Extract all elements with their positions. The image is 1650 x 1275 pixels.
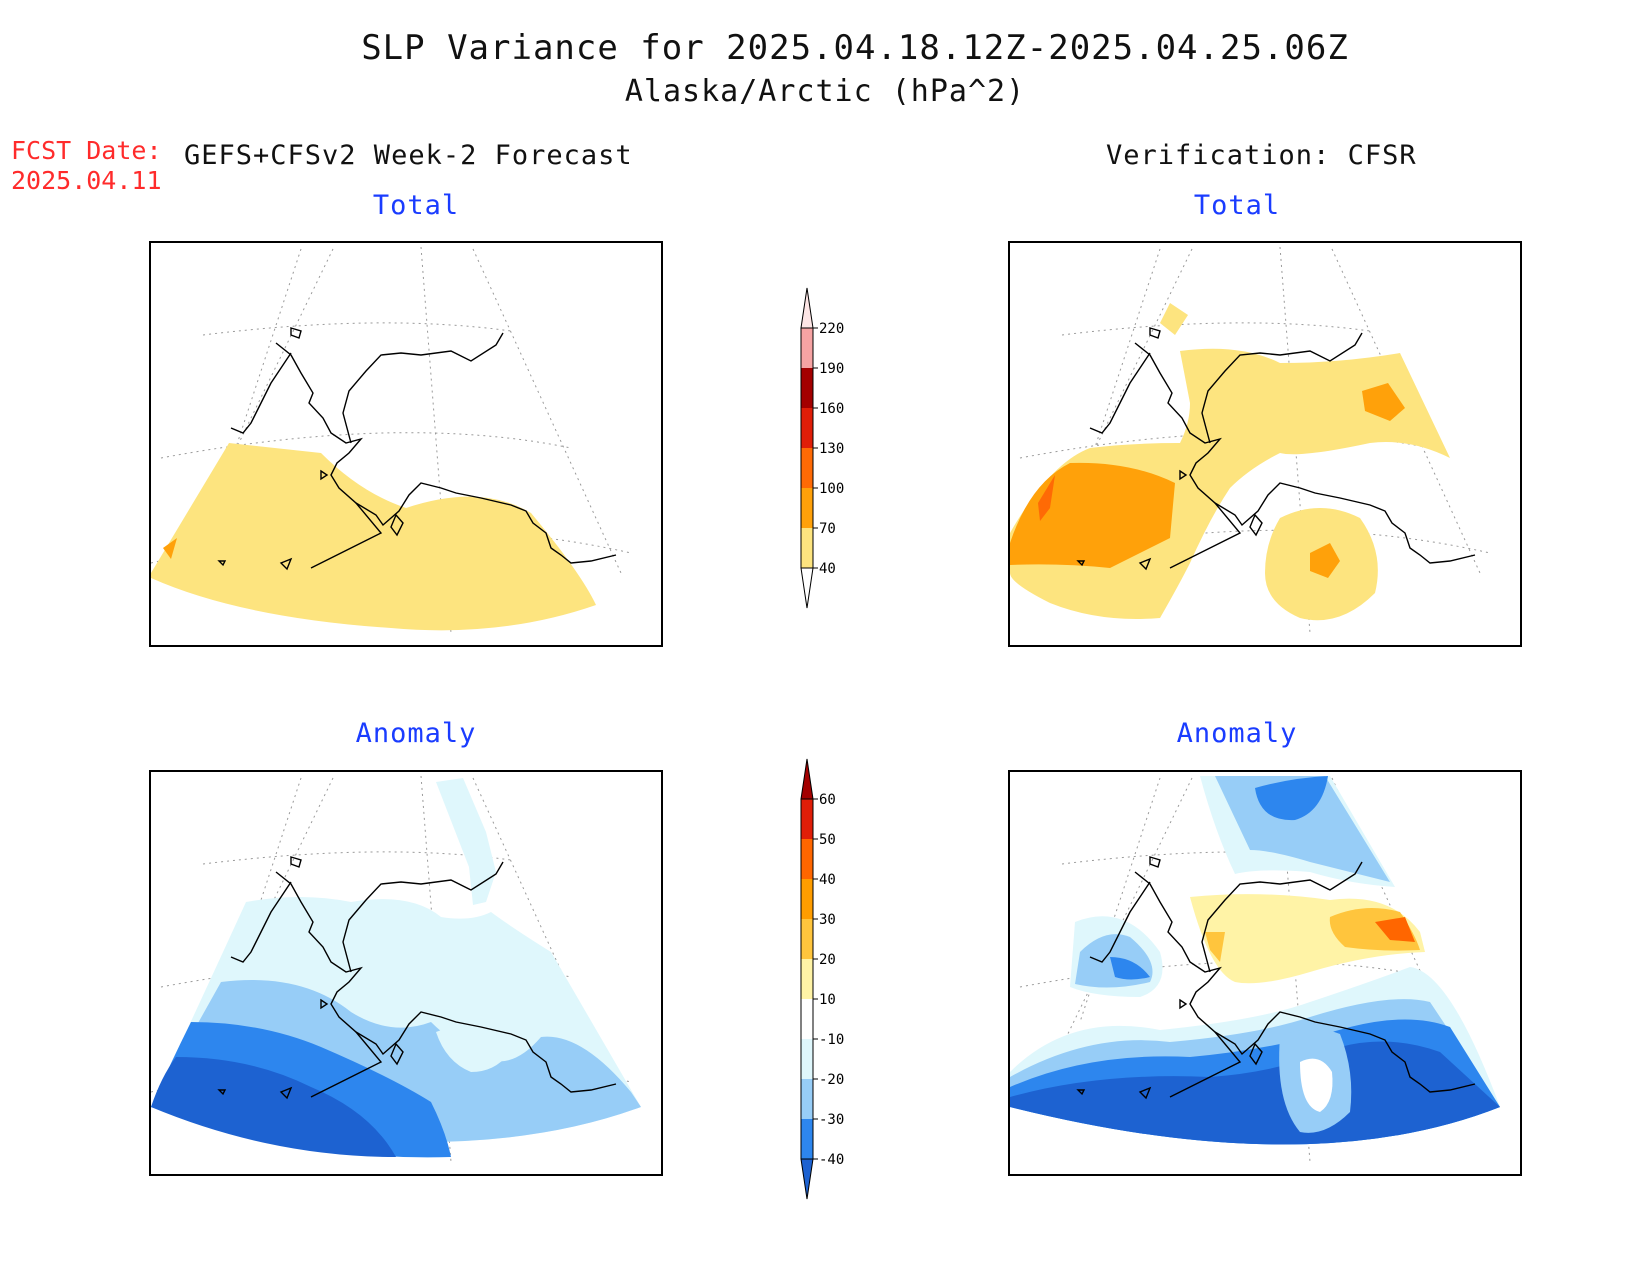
coastline — [217, 856, 617, 1100]
colorbar-tick-label: 10 — [819, 992, 836, 1008]
colorbar-tick-label: 220 — [819, 321, 844, 337]
orange-variance-south — [1310, 543, 1340, 578]
verification-total-title: Total — [1193, 190, 1281, 221]
colorbar-bin — [801, 839, 813, 879]
forecast-date-value: 2025.04.11 — [11, 166, 162, 195]
total-colorbar: 40 70 100 130 160 190 220 — [800, 287, 844, 609]
colorbar-bin — [801, 799, 813, 839]
orange-spot — [163, 538, 177, 559]
colorbar-bin — [801, 999, 813, 1039]
forecast-total-map — [149, 241, 663, 647]
coastline — [217, 327, 617, 571]
mid-blue-north — [1215, 776, 1390, 882]
light-blue-pocket — [436, 1026, 516, 1072]
dark-blue-south — [1010, 1041, 1500, 1145]
colorbar-bin — [801, 959, 813, 999]
colorbar-tick-label: 70 — [819, 521, 836, 537]
verification-heading: Verification: CFSR — [1106, 140, 1417, 171]
amber-small — [1205, 932, 1225, 962]
colorbar-bin — [801, 488, 813, 528]
colorbar-bin — [801, 879, 813, 919]
colorbar-bin — [801, 408, 813, 448]
forecast-heading: GEFS+CFSv2 Week-2 Forecast — [184, 140, 633, 171]
colorbar-tick-label: 190 — [819, 361, 844, 377]
forecast-anomaly-title: Anomaly — [355, 718, 477, 749]
colorbar-tick-label: -30 — [819, 1112, 844, 1128]
colorbar-tick-label: -40 — [819, 1152, 844, 1168]
forecast-anomaly-map — [149, 770, 663, 1176]
colorbar-tick-label: -10 — [819, 1032, 844, 1048]
colorbar-tick-label: 40 — [819, 561, 836, 577]
verification-total-map — [1008, 241, 1522, 647]
forecast-total-title: Total — [372, 190, 460, 221]
colorbar-bin — [801, 528, 813, 568]
map-graticule — [151, 246, 632, 634]
colorbar-bottom-triangle — [800, 1158, 814, 1200]
main-title: SLP Variance for 2025.04.18.12Z-2025.04.… — [361, 28, 1349, 68]
colorbar-top-triangle — [800, 287, 814, 329]
forecast-date-label: FCST Date: — [11, 136, 162, 165]
colorbar-tick-label: 30 — [819, 912, 836, 928]
blue-north — [1255, 776, 1328, 821]
colorbar-tick-label: 60 — [819, 792, 836, 808]
colorbar-bin — [801, 1039, 813, 1079]
white-plume — [1300, 1058, 1333, 1112]
anomaly-colorbar: -40 -30 -20 -10 10 20 30 40 50 60 — [800, 758, 844, 1200]
colorbar-tick-label: 130 — [819, 441, 844, 457]
orange-positive — [1375, 917, 1415, 942]
verification-anomaly-map — [1008, 770, 1522, 1176]
colorbar-bin — [801, 1119, 813, 1159]
coastline — [1076, 856, 1476, 1100]
colorbar-tick-label: 100 — [819, 481, 844, 497]
verification-anomaly-title: Anomaly — [1176, 718, 1298, 749]
dark-blue-region — [151, 1057, 396, 1157]
yellow-variance-blob — [1160, 303, 1188, 335]
main-subtitle: Alaska/Arctic (hPa^2) — [624, 74, 1026, 109]
colorbar-tick-label: 160 — [819, 401, 844, 417]
colorbar-top-triangle — [800, 758, 814, 800]
colorbar-tick-label: 40 — [819, 872, 836, 888]
colorbar-bin — [801, 328, 813, 368]
colorbar-tick-label: 50 — [819, 832, 836, 848]
blue-west-spot — [1110, 957, 1150, 980]
orange-variance-east — [1362, 383, 1405, 421]
light-blue-north — [436, 778, 496, 905]
colorbar-bin — [801, 919, 813, 959]
colorbar-tick-label: 20 — [819, 952, 836, 968]
colorbar-tick-label: -20 — [819, 1072, 844, 1088]
dark-orange-spot — [1038, 475, 1055, 521]
coastline — [1076, 327, 1476, 571]
colorbar-outline — [800, 798, 814, 1160]
colorbar-bin — [801, 368, 813, 408]
colorbar-bin — [801, 448, 813, 488]
colorbar-bottom-triangle — [800, 567, 814, 609]
colorbar-bin — [801, 1079, 813, 1119]
